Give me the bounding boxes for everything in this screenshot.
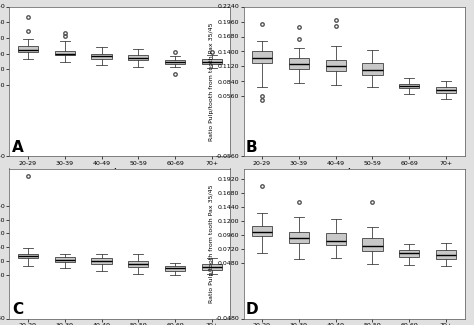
- PathPatch shape: [128, 261, 148, 267]
- PathPatch shape: [165, 60, 185, 64]
- Text: C: C: [12, 302, 23, 317]
- PathPatch shape: [202, 59, 222, 64]
- PathPatch shape: [399, 250, 419, 257]
- X-axis label: Age: Age: [347, 168, 361, 174]
- PathPatch shape: [91, 258, 112, 264]
- PathPatch shape: [399, 84, 419, 88]
- PathPatch shape: [18, 46, 38, 52]
- PathPatch shape: [55, 257, 75, 262]
- Text: A: A: [12, 140, 24, 155]
- Text: D: D: [246, 302, 259, 317]
- PathPatch shape: [252, 51, 272, 63]
- PathPatch shape: [436, 87, 456, 93]
- PathPatch shape: [326, 233, 346, 245]
- Y-axis label: Ratio Pulp/tooth from tooth Pax 35/45: Ratio Pulp/tooth from tooth Pax 35/45: [209, 184, 214, 303]
- X-axis label: Age: Age: [113, 168, 127, 174]
- PathPatch shape: [289, 232, 309, 243]
- PathPatch shape: [91, 54, 112, 58]
- PathPatch shape: [362, 238, 383, 251]
- PathPatch shape: [362, 63, 383, 74]
- PathPatch shape: [252, 226, 272, 236]
- PathPatch shape: [128, 55, 148, 60]
- PathPatch shape: [326, 59, 346, 71]
- PathPatch shape: [18, 254, 38, 258]
- PathPatch shape: [436, 250, 456, 259]
- PathPatch shape: [165, 266, 185, 271]
- PathPatch shape: [202, 264, 222, 270]
- Text: B: B: [246, 140, 258, 155]
- PathPatch shape: [289, 58, 309, 69]
- PathPatch shape: [55, 51, 75, 55]
- Y-axis label: Ratio Pulp/tooth from tooth Pax 35/45: Ratio Pulp/tooth from tooth Pax 35/45: [209, 22, 214, 141]
